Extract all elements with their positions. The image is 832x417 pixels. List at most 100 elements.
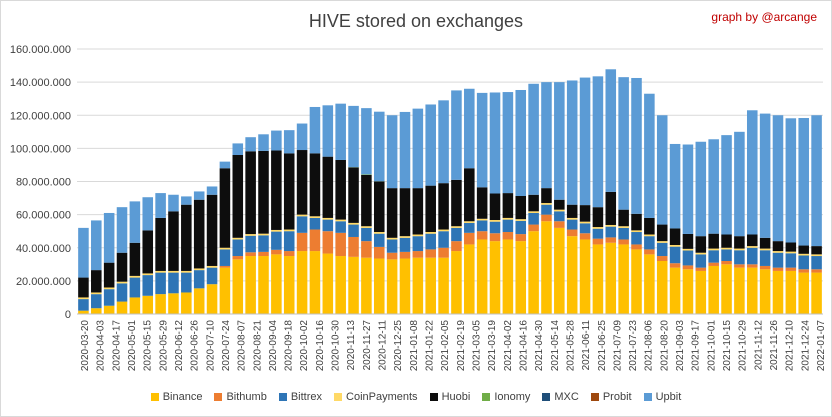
bar-segment-bittrex <box>283 231 295 252</box>
legend-label: Huobi <box>441 391 471 403</box>
bar-segment-binance <box>464 244 475 314</box>
bar-segment-huobi <box>566 204 578 218</box>
bar-segment-huobi <box>721 234 732 248</box>
bar-segment-coinpayments <box>142 273 154 276</box>
bar-segment-coinpayments <box>695 252 707 255</box>
bar-segment-coinpayments <box>721 247 732 250</box>
bar-segment-bithumb <box>515 234 527 242</box>
bar-segment-bithumb <box>618 239 629 245</box>
bar-segment-upbit <box>528 83 539 195</box>
bar-segment-upbit <box>78 227 89 278</box>
bar-segment-bittrex <box>245 235 256 253</box>
x-tick-label: 2020-11-13 <box>346 320 357 371</box>
bar-segment-huobi <box>708 233 719 249</box>
bar-segment-coinpayments <box>618 226 629 228</box>
bar-segment-upbit <box>245 137 256 152</box>
bar-segment-coinpayments <box>592 227 604 229</box>
bar-segment-binance <box>425 257 436 314</box>
bar-segment-coinpayments <box>116 281 128 284</box>
legend-label: Ionomy <box>494 391 531 403</box>
bar-segment-huobi <box>811 246 822 255</box>
bar-segment-bittrex <box>669 246 681 264</box>
bar-segment-binance <box>91 308 102 314</box>
bar-segment-binance <box>322 253 334 314</box>
bar-segment-coinpayments <box>245 234 256 236</box>
bar-segment-binance <box>528 231 539 314</box>
bar-segment-upbit <box>682 144 694 234</box>
bar-segment-coinpayments <box>386 237 398 240</box>
bar-segment-bittrex <box>592 228 604 239</box>
chart-title: HIVE stored on exchanges <box>308 11 524 31</box>
x-axis: 2020-03-20 2020-04-03 2020-04-17 2020-05-01… <box>77 313 827 372</box>
bar-segment-binance <box>759 269 771 314</box>
bar-segment-bittrex <box>489 221 501 234</box>
bar-segment-binance <box>361 257 372 314</box>
bar-segment-upbit <box>785 118 797 243</box>
bar-segment-binance <box>129 297 141 314</box>
bar-segment-binance <box>386 259 398 314</box>
bar-segment-coinpayments <box>811 254 822 257</box>
x-tick-label: 2020-09-04 <box>268 320 279 372</box>
bar-segment-binance <box>168 293 179 314</box>
bar-segment-bittrex <box>438 231 449 248</box>
bar-segment-binance <box>502 239 514 314</box>
bar-segment-bithumb <box>734 264 745 268</box>
bar-segment-huobi <box>464 168 475 222</box>
bar-segment-bittrex <box>554 211 565 222</box>
bar-segment-bittrex <box>759 250 771 266</box>
bar-segment-huobi <box>361 174 372 227</box>
bar-segment-coinpayments <box>309 216 321 218</box>
bar-segment-bithumb <box>772 267 784 271</box>
bar-segment-bithumb <box>656 256 668 261</box>
bar-segment-bittrex <box>155 272 166 295</box>
bar-segment-bittrex <box>708 250 719 263</box>
x-tick-label: 2021-11-26 <box>769 320 780 371</box>
x-tick-label: 2021-02-19 <box>456 320 467 372</box>
bar-segment-bittrex <box>116 283 128 302</box>
bar-segment-huobi <box>219 168 231 248</box>
bar-segment-bittrex <box>644 236 655 250</box>
bar-segment-huobi <box>103 262 115 288</box>
bar-segment-bithumb <box>271 249 282 255</box>
bar-segment-coinpayments <box>759 248 771 251</box>
bar-segment-bittrex <box>772 252 784 268</box>
bar-segment-bithumb <box>566 229 578 237</box>
bar-segment-bittrex <box>78 299 89 311</box>
bar-segment-binance <box>811 272 822 314</box>
bar-segment-bittrex <box>425 233 436 250</box>
bar-segment-upbit <box>515 89 527 196</box>
x-tick-label: 2020-03-20 <box>80 320 91 372</box>
bar-segment-huobi <box>155 217 166 271</box>
bar-segment-huobi <box>206 194 218 266</box>
bar-segment-bithumb <box>373 246 385 259</box>
bar-segment-coinpayments <box>103 287 115 290</box>
bar-segment-bithumb <box>631 244 642 250</box>
bar-segment-huobi <box>785 242 797 252</box>
bar-segment-bittrex <box>695 254 707 268</box>
bar-segment-huobi <box>271 150 282 230</box>
bar-segment-huobi <box>734 236 745 249</box>
bar-segment-huobi <box>399 188 411 237</box>
bar-segment-binance <box>644 254 655 315</box>
x-tick-label: 2021-10-15 <box>722 320 733 372</box>
bar-segment-bithumb <box>811 269 822 273</box>
bar-segment-bittrex <box>232 239 244 257</box>
bar-segment-binance <box>669 267 681 315</box>
bar-segment-huobi <box>258 150 269 234</box>
bar-segment-upbit <box>335 103 346 160</box>
bar-segment-coinpayments <box>181 270 192 273</box>
bar-segment-binance <box>708 265 719 314</box>
x-tick-label: 2020-05-15 <box>143 320 154 372</box>
bar-segment-huobi <box>476 187 488 219</box>
bar-segment-upbit <box>541 82 552 189</box>
legend-item-binance: Binance <box>150 391 202 403</box>
bar-segment-coinpayments <box>785 251 797 254</box>
bar-segment-binance <box>579 239 591 314</box>
bar-segment-coinpayments <box>631 230 642 233</box>
bar-segment-upbit <box>412 108 424 189</box>
bar-segment-coinpayments <box>515 219 527 221</box>
bar-segment-upbit <box>579 77 591 206</box>
bar-segment-upbit <box>348 105 359 168</box>
x-tick-label: 2021-01-22 <box>425 320 436 372</box>
